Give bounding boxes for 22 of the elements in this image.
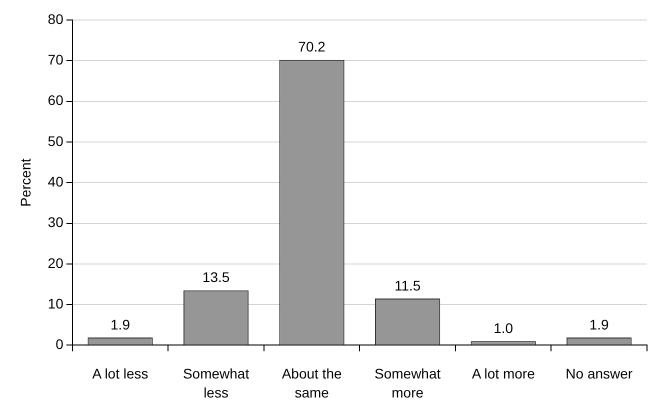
data-label: 13.5 bbox=[202, 269, 230, 286]
data-label: 1.0 bbox=[494, 320, 514, 336]
x-tick-label: A lot more bbox=[472, 366, 536, 382]
y-tick-label: 70 bbox=[48, 52, 64, 68]
data-label: 11.5 bbox=[394, 277, 421, 294]
y-axis-title: Percent bbox=[17, 158, 34, 207]
x-tick-label: No answer bbox=[566, 366, 633, 382]
y-tick-label: 0 bbox=[56, 336, 64, 352]
x-tick-label: Somewhat more bbox=[374, 366, 441, 400]
y-tick-label: 30 bbox=[48, 214, 64, 230]
y-tick-label: 60 bbox=[48, 92, 64, 108]
data-label: 1.9 bbox=[589, 316, 610, 332]
y-tick-label: 80 bbox=[48, 10, 64, 27]
y-tick-label: 40 bbox=[48, 173, 64, 190]
x-tick-label: Somewhat less bbox=[182, 366, 250, 400]
data-label: 70.2 bbox=[298, 38, 326, 55]
data-label: 1.9 bbox=[110, 316, 130, 332]
y-tick-label: 50 bbox=[48, 132, 64, 149]
x-tick-label: About the same bbox=[282, 366, 342, 400]
y-tick-label: 10 bbox=[48, 295, 64, 312]
y-tick-label: 20 bbox=[48, 254, 64, 271]
x-tick-label: A lot less bbox=[92, 366, 148, 382]
